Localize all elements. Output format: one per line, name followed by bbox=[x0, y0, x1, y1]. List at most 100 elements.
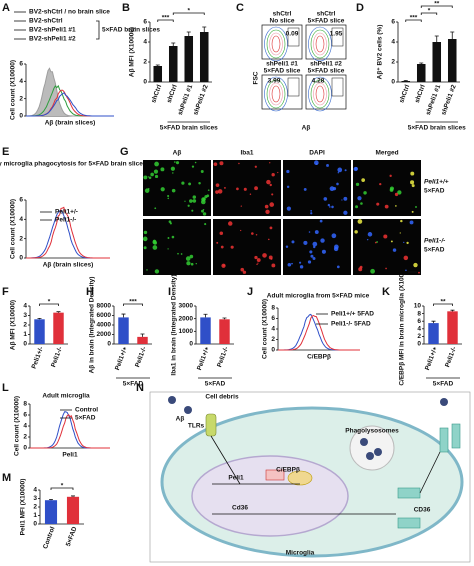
legend-label: BV2-shCtrl / no brain slice bbox=[29, 9, 110, 16]
signal bbox=[310, 254, 314, 258]
signal bbox=[331, 205, 334, 209]
signal bbox=[146, 269, 148, 271]
panel-label: D bbox=[356, 2, 364, 14]
flow-contour bbox=[313, 32, 327, 56]
y-tick-label: 1 bbox=[33, 512, 37, 519]
signal bbox=[192, 195, 197, 199]
sig-bracket bbox=[172, 12, 205, 15]
signal bbox=[194, 161, 197, 164]
row-label: Peli1-/- bbox=[424, 238, 445, 245]
row-label: Peli1+/+ bbox=[424, 179, 449, 186]
y-axis-label: FSC bbox=[253, 71, 260, 84]
bar bbox=[44, 500, 58, 524]
signal bbox=[307, 260, 312, 264]
y-tick-label: 6 bbox=[143, 19, 147, 26]
signal bbox=[230, 245, 234, 249]
signal bbox=[154, 207, 157, 210]
signal bbox=[353, 166, 358, 172]
diagram-label: C/EBPβ bbox=[276, 467, 300, 474]
signal bbox=[169, 222, 172, 225]
y-tick-label: 0 bbox=[23, 445, 27, 452]
micrograph bbox=[283, 219, 351, 275]
legend-label: Control bbox=[75, 407, 98, 414]
y-tick-label: 2 bbox=[19, 95, 23, 102]
signal bbox=[254, 186, 258, 191]
signal bbox=[329, 186, 335, 192]
signal bbox=[403, 241, 405, 244]
x-axis-label: Aβ bbox=[302, 125, 311, 132]
bar bbox=[66, 496, 80, 524]
signal bbox=[242, 270, 247, 274]
cd36-protein bbox=[397, 487, 421, 499]
bar bbox=[34, 319, 45, 344]
panel-label: E bbox=[2, 146, 9, 158]
row-label: 5×FAD bbox=[424, 188, 445, 195]
signal bbox=[411, 210, 414, 213]
bar bbox=[199, 32, 209, 82]
y-tick-label: 2 bbox=[23, 434, 27, 441]
y-tick-label: 0 bbox=[19, 113, 23, 120]
signal bbox=[376, 202, 380, 206]
signal bbox=[191, 209, 194, 212]
cd36-receptor bbox=[439, 427, 449, 453]
y-tick-label: 2 bbox=[271, 336, 275, 343]
signal bbox=[219, 231, 224, 235]
panel-label: I bbox=[168, 286, 171, 298]
error-bar bbox=[450, 309, 455, 312]
group-label: 5×FAD brain slices bbox=[408, 125, 466, 132]
y-tick-label: 3 bbox=[33, 495, 37, 502]
signal bbox=[413, 262, 418, 268]
category-label: shCtrl bbox=[166, 84, 179, 104]
channel-header: Aβ bbox=[173, 150, 182, 157]
y-tick-label: 8000 bbox=[97, 303, 112, 310]
flow-contour bbox=[271, 85, 281, 103]
signal bbox=[376, 241, 378, 243]
y-axis-label: Aβ MFI (X10000) bbox=[129, 27, 136, 77]
flow-contour bbox=[266, 29, 286, 59]
y-tick-label: 1 bbox=[23, 331, 27, 338]
signal bbox=[204, 195, 208, 199]
category-label: shPeli1 #2 bbox=[192, 84, 210, 117]
significance: ** bbox=[440, 299, 446, 306]
group-label: 5×FAD bbox=[123, 381, 144, 388]
y-tick-label: 8 bbox=[417, 310, 421, 317]
plot-subtitle: 5×FAD slice bbox=[264, 68, 301, 75]
signal bbox=[236, 187, 239, 191]
bar bbox=[168, 46, 178, 82]
legend-label: BV2-shPeli1 #2 bbox=[29, 36, 76, 43]
y-tick-label: 0 bbox=[33, 521, 37, 528]
signal bbox=[310, 212, 313, 215]
signal bbox=[201, 209, 204, 213]
signal bbox=[312, 257, 316, 261]
signal bbox=[383, 234, 388, 239]
category-label: shPeli1 #2 bbox=[440, 84, 458, 117]
gate-value: 0.09 bbox=[286, 31, 299, 38]
signal bbox=[154, 161, 159, 167]
group-label: 5×FAD brain slices bbox=[160, 125, 218, 132]
bar bbox=[219, 319, 230, 344]
diagram-label: TLRs bbox=[188, 423, 205, 430]
signal bbox=[200, 170, 204, 173]
flow-contour bbox=[313, 82, 327, 106]
abeta-aggregate bbox=[184, 406, 192, 414]
diagram-label: Peli1 bbox=[228, 475, 244, 482]
signal bbox=[277, 171, 279, 174]
y-tick-label: 2 bbox=[417, 333, 421, 340]
signal bbox=[153, 169, 159, 174]
signal bbox=[240, 205, 242, 207]
category-label: Peli1-/- bbox=[444, 346, 458, 368]
signal bbox=[314, 230, 319, 234]
y-axis-label: Cell count (X10000) bbox=[14, 396, 21, 456]
y-tick-label: 4 bbox=[391, 39, 395, 46]
error-bar bbox=[121, 313, 126, 318]
signal bbox=[355, 205, 359, 209]
legend-label: Peli1-/- 5FAD bbox=[331, 321, 371, 328]
error-bar bbox=[419, 62, 424, 64]
significance: *** bbox=[162, 15, 170, 22]
y-tick-label: 0 bbox=[391, 79, 395, 86]
y-tick-label: 6 bbox=[19, 197, 23, 204]
error-bar bbox=[450, 31, 455, 39]
signal bbox=[254, 165, 257, 168]
signal bbox=[184, 200, 186, 202]
